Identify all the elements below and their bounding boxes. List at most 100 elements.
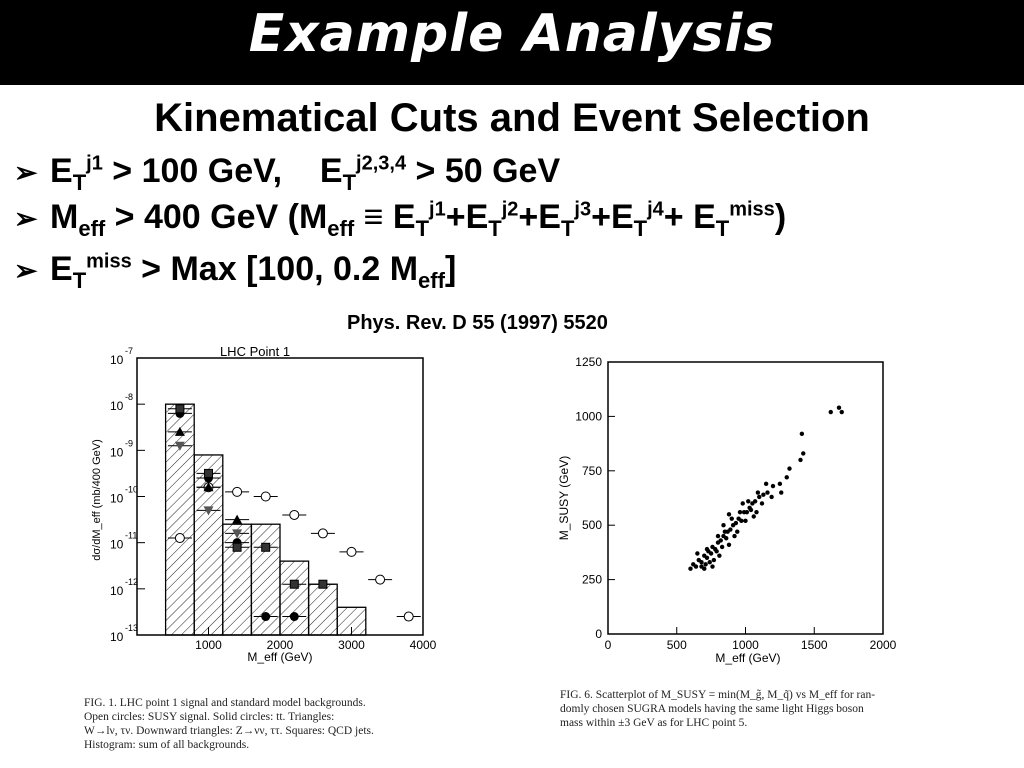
bullet-jet-et-cuts: ➢ ETj1 > 100 GeV, ETj2,3,4 > 50 GeV bbox=[14, 152, 561, 195]
scatter-point bbox=[718, 538, 723, 543]
scatter-point bbox=[763, 481, 769, 487]
reference-citation: Phys. Rev. D 55 (1997) 5520 bbox=[347, 312, 608, 334]
scatter-point bbox=[751, 514, 756, 519]
scatter-point bbox=[724, 536, 729, 541]
y-tick-exponent: -11 bbox=[125, 531, 137, 541]
solid-circle-point bbox=[289, 612, 299, 622]
square-point bbox=[261, 542, 271, 552]
histogram-bar bbox=[279, 560, 310, 636]
y-tick-exponent: -10 bbox=[125, 485, 138, 495]
scatter-point bbox=[688, 566, 693, 571]
scatter-point bbox=[726, 542, 732, 547]
open-circle-point bbox=[174, 533, 185, 544]
scatter-point bbox=[728, 527, 733, 532]
bullet-met-cut: ➢ ETmiss > Max [100, 0.2 Meff] bbox=[14, 250, 457, 293]
y-tick-base: 10 bbox=[110, 399, 124, 413]
scatter-point bbox=[710, 564, 715, 569]
scatter-point bbox=[798, 457, 803, 463]
arrow-bullet-icon: ➢ bbox=[14, 255, 38, 286]
scatter-point bbox=[784, 475, 789, 480]
scatter-point bbox=[708, 551, 714, 556]
open-circle-point bbox=[403, 611, 414, 622]
down-triangle-point bbox=[203, 506, 214, 516]
scatter-point bbox=[799, 431, 805, 437]
scatter-point bbox=[707, 559, 712, 565]
scatter-point bbox=[717, 553, 722, 558]
scatter-point bbox=[828, 409, 833, 415]
scatter-point bbox=[729, 516, 734, 521]
y-tick-base: 10 bbox=[110, 538, 124, 552]
scatter-point bbox=[726, 512, 732, 517]
triangle-point bbox=[232, 514, 243, 524]
y-tick-label: 250 bbox=[582, 573, 602, 587]
scatter-point bbox=[765, 490, 770, 495]
scatter-point bbox=[721, 523, 726, 528]
x-tick-label: 3000 bbox=[338, 638, 365, 652]
scatter-point bbox=[733, 520, 739, 526]
open-circle-point bbox=[260, 491, 271, 502]
square-point bbox=[204, 468, 213, 478]
open-circle-point bbox=[346, 546, 357, 557]
scatter-point bbox=[714, 549, 719, 554]
square-point bbox=[175, 404, 185, 414]
x-axis-label: M_eff (GeV) bbox=[247, 650, 312, 664]
solid-circle-point bbox=[261, 612, 271, 622]
arrow-bullet-icon: ➢ bbox=[14, 157, 38, 188]
scatter-point bbox=[722, 529, 728, 534]
arrow-bullet-icon: ➢ bbox=[14, 203, 38, 234]
scatter-point bbox=[801, 451, 806, 456]
y-axis-label: M_SUSY (GeV) bbox=[557, 456, 571, 540]
scatter-point bbox=[752, 499, 758, 504]
x-tick-label: 1000 bbox=[732, 638, 759, 652]
y-tick-label: 1250 bbox=[575, 355, 602, 369]
slide-subtitle: Kinematical Cuts and Event Selection bbox=[154, 96, 870, 140]
square-point bbox=[289, 579, 299, 589]
scatter-point bbox=[769, 494, 774, 500]
scatter-point bbox=[777, 481, 783, 487]
y-tick-base: 10 bbox=[110, 492, 124, 506]
scatter-point bbox=[746, 499, 751, 504]
open-circle-point bbox=[232, 486, 243, 497]
scatter-point bbox=[704, 546, 710, 552]
scatter-point bbox=[719, 544, 725, 550]
open-circle-point bbox=[375, 574, 386, 585]
scatter-point bbox=[761, 492, 766, 497]
square-point bbox=[318, 579, 328, 589]
scatter-point bbox=[748, 507, 754, 513]
triangle-point bbox=[203, 482, 214, 492]
y-tick-exponent: -7 bbox=[125, 346, 133, 356]
scatter-point bbox=[737, 509, 743, 515]
y-tick-label: 1000 bbox=[575, 409, 602, 423]
y-axis-label: dσ/dM_eff (mb/400 GeV) bbox=[91, 439, 103, 561]
right-figure-caption: FIG. 6. Scatterplot of M_SUSY = min(M_g̃… bbox=[560, 689, 876, 729]
y-tick-base: 10 bbox=[110, 353, 124, 367]
scatter-point bbox=[787, 466, 792, 471]
scatter-point bbox=[693, 564, 699, 569]
scatter-point bbox=[779, 490, 784, 495]
y-tick-exponent: -9 bbox=[125, 438, 133, 448]
scatter-point bbox=[711, 557, 717, 563]
scatter-point bbox=[703, 562, 708, 567]
y-tick-base: 10 bbox=[110, 584, 124, 598]
x-axis-label: M_eff (GeV) bbox=[715, 651, 780, 665]
scatter-point bbox=[732, 533, 737, 539]
plot-frame bbox=[607, 361, 884, 635]
square-point bbox=[232, 542, 242, 552]
y-tick-exponent: -8 bbox=[125, 392, 133, 402]
scatter-point bbox=[735, 529, 740, 534]
scatter-point bbox=[744, 509, 750, 515]
scatter-point bbox=[755, 490, 761, 495]
x-tick-label: 4000 bbox=[410, 638, 437, 652]
x-tick-label: 2000 bbox=[267, 638, 294, 652]
histogram-bar bbox=[307, 583, 338, 636]
down-triangle-point bbox=[232, 529, 243, 539]
msusy-scatter-chart: 0 500 1000 1500 2000 0 250 500 750 1000 1250 M_eff… bbox=[557, 355, 897, 665]
x-tick-label: 1000 bbox=[195, 638, 222, 652]
lhc-point1-chart: LHC Point 1 1000 2000 3000 400010-710-810-9… bbox=[91, 344, 437, 664]
triangle-point bbox=[174, 426, 185, 436]
scatter-point bbox=[759, 501, 765, 506]
x-tick-label: 500 bbox=[667, 638, 687, 652]
bullet-meff-cut: ➢ Meff > 400 GeV (Meff ≡ ETj1+ETj2+ETj3+E… bbox=[14, 198, 787, 241]
y-tick-exponent: -13 bbox=[125, 623, 138, 633]
x-tick-label: 2000 bbox=[870, 638, 897, 652]
